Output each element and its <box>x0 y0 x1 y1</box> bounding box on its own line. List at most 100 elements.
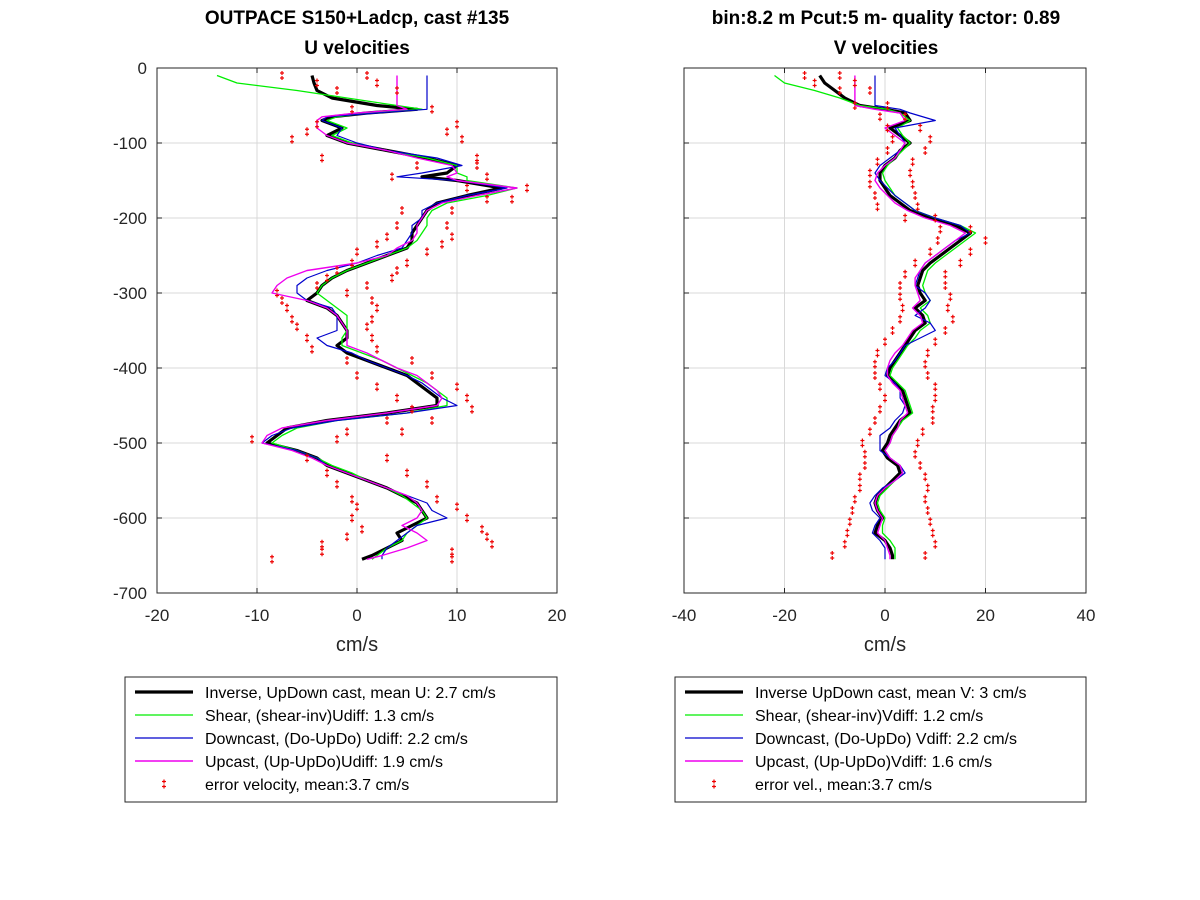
error-point <box>928 139 933 144</box>
error-point <box>425 252 429 257</box>
legend-label: Upcast, (Up-UpDo)Vdiff: 1.6 cm/s <box>755 754 992 771</box>
error-point <box>852 499 857 504</box>
left-title-line1: OUTPACE S150+Ladcp, cast #135 <box>205 8 510 29</box>
error-point <box>923 472 928 477</box>
error-point <box>450 547 454 552</box>
error-point <box>915 207 920 212</box>
error-point <box>898 292 903 297</box>
error-point <box>903 117 908 122</box>
error-point <box>315 281 319 285</box>
error-point <box>842 544 847 549</box>
error-point <box>335 91 339 95</box>
error-point <box>395 91 399 95</box>
error-point <box>943 331 948 335</box>
error-point <box>315 124 319 129</box>
error-point <box>365 76 369 80</box>
error-point <box>875 202 880 207</box>
error-point <box>898 319 903 324</box>
x-tick-label: -20 <box>772 606 797 625</box>
error-point <box>910 157 915 162</box>
error-point <box>850 506 855 510</box>
legend-label: Downcast, (Do-UpDo) Vdiff: 2.2 cm/s <box>755 731 1017 748</box>
error-point <box>842 539 847 544</box>
x-tick-label: 20 <box>976 606 995 625</box>
y-tick-label: -300 <box>113 284 147 303</box>
legend-label: Shear, (shear-inv)Vdiff: 1.2 cm/s <box>755 708 983 725</box>
error-point <box>847 517 852 522</box>
error-point <box>867 184 872 189</box>
error-point <box>923 499 928 504</box>
error-point <box>862 454 867 459</box>
error-point <box>360 529 364 534</box>
left-title-line2: U velocities <box>304 38 410 59</box>
legend-item-shear: Shear, (shear-inv)Vdiff: 1.2 cm/s <box>685 708 983 725</box>
error-point <box>345 432 349 437</box>
error-point <box>310 344 314 349</box>
error-point <box>903 112 908 117</box>
legend-item-downcast: Downcast, (Do-UpDo) Udiff: 2.2 cm/s <box>135 731 468 748</box>
error-point <box>450 206 454 210</box>
y-tick-label: -100 <box>113 134 147 153</box>
legend-item-upcast: Upcast, (Up-UpDo)Vdiff: 1.6 cm/s <box>685 754 992 771</box>
error-point <box>852 494 857 499</box>
error-point <box>525 183 529 188</box>
error-point <box>345 532 349 537</box>
error-point <box>305 458 309 463</box>
error-point <box>867 86 872 90</box>
error-point <box>440 239 444 244</box>
error-point <box>938 229 943 234</box>
error-point <box>485 177 489 182</box>
error-point <box>475 161 479 165</box>
error-point <box>875 348 880 353</box>
error-point <box>305 127 309 132</box>
x-tick-label: 40 <box>1077 606 1096 625</box>
error-point <box>395 226 399 230</box>
error-point <box>898 297 903 302</box>
error-point <box>930 409 935 414</box>
error-point <box>935 241 940 245</box>
error-point <box>350 518 354 523</box>
error-point <box>898 286 903 290</box>
error-point <box>430 104 434 109</box>
error-point <box>930 421 935 425</box>
error-point <box>860 438 865 443</box>
error-point <box>915 443 920 448</box>
error-point <box>410 404 414 409</box>
error-point <box>845 528 850 533</box>
error-point <box>475 166 479 170</box>
error-point <box>335 439 339 444</box>
error-point <box>470 409 474 414</box>
error-point <box>455 507 459 512</box>
error-point <box>405 258 409 263</box>
error-point <box>405 468 409 473</box>
error-point <box>290 314 294 319</box>
error-point <box>968 229 973 234</box>
error-point <box>938 224 943 229</box>
legend-box <box>124 676 558 803</box>
error-point <box>925 376 930 380</box>
error-point <box>958 263 963 268</box>
error-point <box>885 101 890 105</box>
error-point <box>410 356 414 360</box>
error-point <box>862 466 867 470</box>
error-point <box>385 416 389 420</box>
error-point <box>395 86 399 90</box>
legend-label: Upcast, (Up-UpDo)Udiff: 1.9 cm/s <box>205 754 443 771</box>
error-point <box>305 338 309 343</box>
error-point <box>290 319 294 324</box>
error-point <box>983 241 988 245</box>
error-point <box>867 432 872 437</box>
error-point <box>950 319 955 324</box>
upcast-series-line <box>261 75 518 560</box>
error-point <box>490 544 494 549</box>
error-point <box>385 421 389 425</box>
error-point <box>430 416 434 420</box>
error-point <box>465 188 469 193</box>
error-point <box>877 409 882 414</box>
error-point <box>867 91 872 95</box>
error-point <box>930 533 935 538</box>
error-point <box>945 308 950 313</box>
error-point <box>913 196 918 200</box>
error-point <box>928 247 933 252</box>
